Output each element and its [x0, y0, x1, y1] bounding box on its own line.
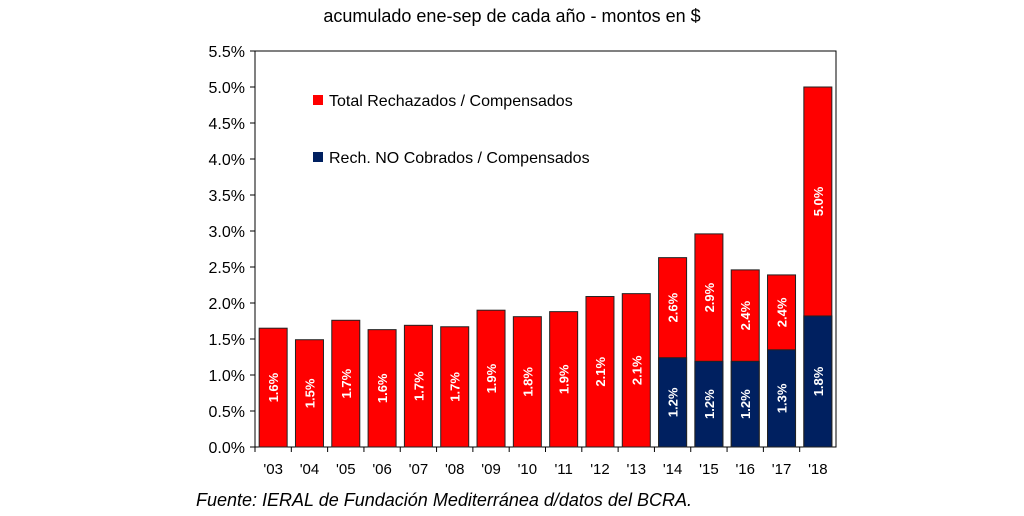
bar-total-rechazados — [512, 316, 542, 448]
bar-total-rechazados — [367, 329, 397, 448]
bar-label-no-cobrados: 1.2% — [666, 387, 681, 417]
bar-total-rechazados — [585, 296, 615, 448]
bar-total-rechazados — [476, 309, 506, 448]
x-tick-label: '16 — [735, 461, 755, 478]
bar-label-total: 1.8% — [520, 367, 535, 397]
bar-label-total: 5.0% — [811, 186, 826, 216]
legend-swatch-total — [313, 95, 323, 105]
y-tick-label: 4.5% — [209, 116, 245, 133]
bar-label-total: 1.5% — [302, 378, 317, 408]
x-tick-label: '12 — [590, 461, 610, 478]
x-tick-label: '03 — [263, 461, 283, 478]
bar-label-total: 1.6% — [375, 373, 390, 403]
bar-label-total: 2.1% — [629, 355, 644, 385]
legend-swatch-no-cobrados — [313, 152, 323, 162]
bar-label-total: 2.9% — [702, 282, 717, 312]
x-tick-label: '15 — [699, 461, 719, 478]
bar-label-total: 1.7% — [339, 368, 354, 398]
x-tick-label: '09 — [481, 461, 501, 478]
bar-total-rechazados — [621, 293, 651, 448]
y-tick-label: 5.5% — [209, 44, 245, 61]
bar-total-rechazados — [403, 324, 433, 448]
bar-label-no-cobrados: 1.3% — [775, 383, 790, 413]
y-tick-label: 2.5% — [209, 260, 245, 277]
bar-label-total: 2.4% — [775, 297, 790, 327]
x-tick-label: '13 — [627, 461, 647, 478]
x-tick-label: '07 — [409, 461, 429, 478]
bar-total-rechazados — [549, 311, 579, 448]
bar-total-rechazados — [294, 339, 324, 448]
x-tick-label: '05 — [336, 461, 356, 478]
bar-no-cobrados — [803, 315, 833, 448]
bar-no-cobrados — [694, 360, 724, 448]
bar-label-no-cobrados: 1.2% — [702, 389, 717, 419]
bar-total-rechazados — [258, 327, 288, 448]
y-tick-label: 2.0% — [209, 296, 245, 313]
y-tick-label: 3.0% — [209, 224, 245, 241]
bar-label-no-cobrados: 1.8% — [811, 366, 826, 396]
x-tick-label: '04 — [300, 461, 320, 478]
bar-label-total: 1.9% — [557, 364, 572, 394]
y-tick-label: 1.5% — [209, 332, 245, 349]
y-tick-label: 5.0% — [209, 80, 245, 97]
y-tick-label: 1.0% — [209, 368, 245, 385]
bar-no-cobrados — [767, 349, 797, 448]
bar-label-total: 1.9% — [484, 363, 499, 393]
bar-label-total: 1.7% — [411, 371, 426, 401]
y-tick-label: 4.0% — [209, 152, 245, 169]
bar-label-no-cobrados: 1.2% — [738, 389, 753, 419]
bar-no-cobrados — [730, 360, 760, 448]
chart-source-note: Fuente: IERAL de Fundación Mediterránea … — [196, 490, 692, 510]
x-tick-label: '08 — [445, 461, 465, 478]
bar-label-total: 2.6% — [666, 292, 681, 322]
chart-title: acumulado ene-sep de cada año - montos e… — [323, 6, 701, 26]
x-tick-label: '10 — [518, 461, 538, 478]
x-tick-label: '14 — [663, 461, 683, 478]
bar-total-rechazados — [440, 326, 470, 448]
bar-label-total: 1.6% — [266, 372, 281, 402]
legend-label-no-cobrados: Rech. NO Cobrados / Compensados — [329, 150, 590, 167]
x-tick-label: '06 — [372, 461, 392, 478]
y-tick-label: 3.5% — [209, 188, 245, 205]
y-tick-label: 0.5% — [209, 404, 245, 421]
bar-no-cobrados — [658, 357, 688, 448]
y-tick-label: 0.0% — [209, 440, 245, 457]
x-tick-label: '11 — [554, 461, 572, 478]
bar-label-total: 2.4% — [738, 300, 753, 330]
legend-label-total: Total Rechazados / Compensados — [329, 93, 573, 110]
x-tick-label: '17 — [772, 461, 792, 478]
bar-label-total: 2.1% — [593, 357, 608, 387]
bar-total-rechazados — [331, 319, 361, 448]
x-tick-label: '18 — [808, 461, 828, 478]
bar-label-total: 1.7% — [448, 372, 463, 402]
